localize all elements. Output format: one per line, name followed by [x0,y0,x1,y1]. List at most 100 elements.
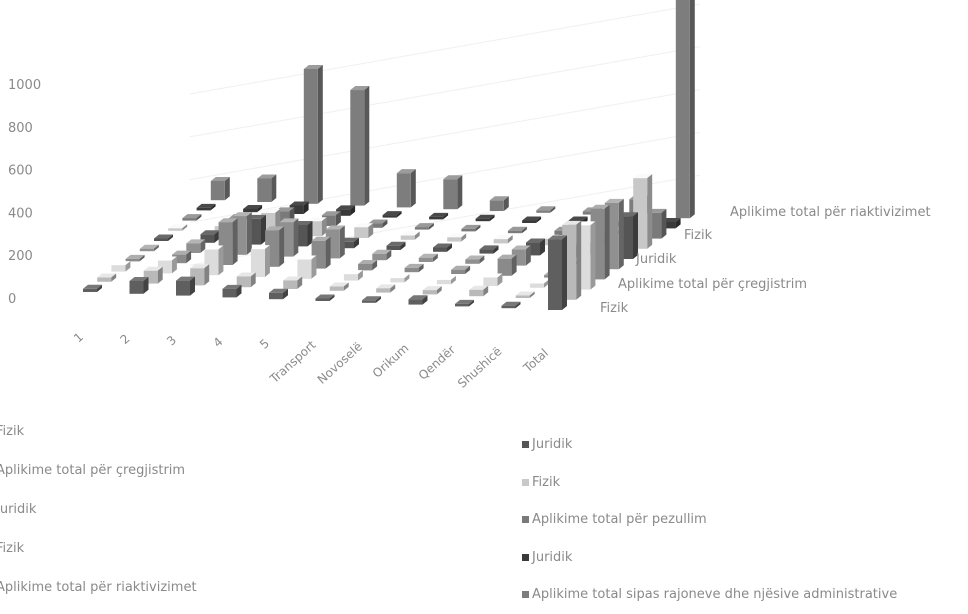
bar-front [400,235,415,240]
bar-top [497,254,517,259]
bar [350,86,370,206]
bar-top [404,263,424,268]
bar-side [675,217,681,229]
y-tick-label: 200 [8,249,33,264]
bar [443,175,463,210]
bar-front [489,200,504,211]
bar-top [210,176,230,181]
bar-front [321,215,336,226]
legend-item: Fizik [0,529,197,568]
bar-front [418,257,433,262]
bar-front [465,259,480,264]
bar-side [410,169,416,208]
bar-side [465,265,471,274]
bar-side [382,219,388,228]
bar-side [432,253,438,262]
bar-front [176,280,190,296]
legend-label: Aplikime total sipas rajoneve dhe njësiv… [532,587,898,603]
bar-side [428,223,434,230]
bar-front [422,290,437,295]
bar-front [390,278,405,283]
bar-side [497,273,503,286]
bar-top [515,291,535,296]
bar-side [422,295,428,305]
bar-top [461,224,481,229]
bar-top [200,230,220,235]
bar-front [475,218,490,222]
bar-top [83,284,102,289]
bar-side [521,226,527,234]
bar [433,243,452,252]
bar-side [143,276,149,294]
bar-top [493,235,513,240]
bar-front [461,228,476,232]
bar-front [661,221,676,229]
bar-top [368,219,388,224]
bar-top [250,245,270,250]
bar [176,276,195,296]
bar [422,286,442,295]
bar-front [257,178,272,202]
bar-side [368,223,374,238]
bar-top [143,266,163,271]
bar-top [182,214,202,219]
bar-front [515,295,530,298]
bar-top [382,211,402,216]
bar-front [354,227,369,238]
bar-top [396,169,416,174]
bar-front [243,208,258,213]
bar [536,206,556,213]
bar-side [550,206,556,213]
bar-side [236,284,242,298]
bar-front [675,0,690,219]
bar [479,245,499,254]
bar-top [325,225,345,230]
bar-side [200,239,206,253]
bar [414,223,434,230]
legend-swatch [522,516,529,524]
x-tick-label: Orikum [370,341,412,381]
bar-top [562,220,582,225]
legend-swatch [522,553,529,561]
bar-top [465,255,485,260]
bar [429,212,449,220]
legend-label: Fizik [0,541,25,556]
bar [548,235,567,310]
x-tick-label: 2 [117,331,132,347]
bar-side [525,245,531,266]
bar [529,279,549,288]
bar-front [372,253,387,261]
bar-top [196,203,216,208]
bar-side [364,86,370,206]
y-tick-label: 0 [8,292,16,307]
bar-side [457,175,463,210]
bar-side [317,64,323,204]
bar-front [210,180,225,201]
bar-side [139,254,145,262]
bar [408,295,428,305]
bar-side [311,255,317,279]
bar-side [507,235,513,244]
bar [376,284,396,293]
bar [200,230,220,243]
bar-front [269,292,283,300]
x-tick-label: 4 [210,335,225,351]
bar-front [455,303,469,307]
bar [386,241,406,250]
x-tick-label: 5 [257,336,272,352]
bar-top [429,212,449,217]
bar [129,276,149,294]
bar-front [404,267,419,273]
bar [372,249,392,261]
gridline [189,131,701,223]
bar-top [279,218,299,223]
y-axis-ticks: 0 200 400 600 800 1000 [8,78,41,307]
bar-top [469,285,489,290]
bar [97,273,117,282]
bar [447,233,467,242]
bar-front [382,215,397,218]
bar [396,169,416,208]
bar-top [283,276,303,281]
bar-side [529,291,535,298]
bar-top [354,223,374,228]
